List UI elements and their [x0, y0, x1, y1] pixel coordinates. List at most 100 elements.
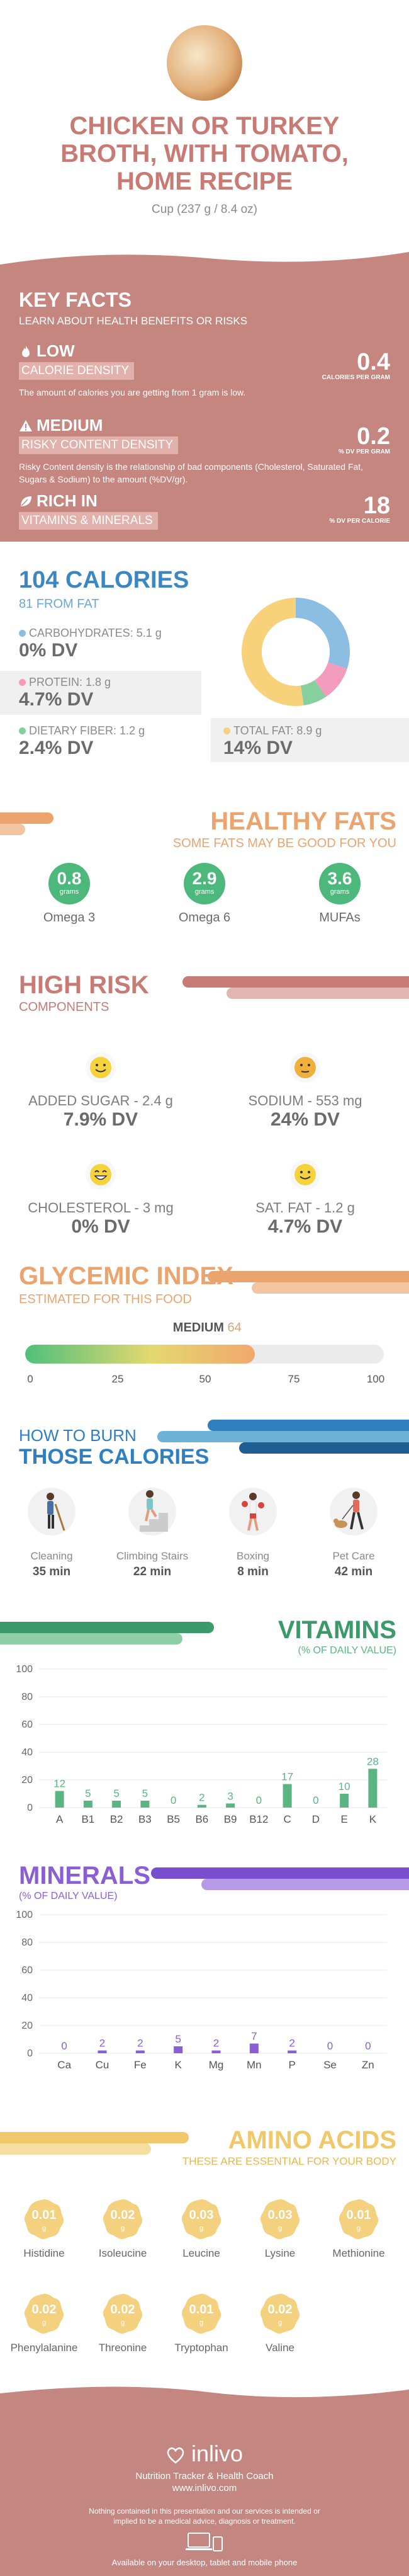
- fact-level: LOW: [36, 341, 75, 360]
- amino-acid-item: 0.01 g Histidine: [6, 2198, 82, 2260]
- header-band: [0, 2132, 189, 2143]
- glycemic-tick: 0: [27, 1373, 33, 1385]
- amino-acid-unit: g: [199, 2225, 204, 2232]
- activity-minutes: 42 min: [334, 1565, 373, 1578]
- badge-shape-icon: [260, 2199, 300, 2240]
- badge-shape-icon: [260, 2294, 300, 2334]
- category-label: B5: [167, 1813, 180, 1825]
- fact-value: 18 % DV PER CALORIE: [329, 494, 390, 525]
- key-facts-section: KEY FACTS LEARN ABOUT HEALTH BENEFITS OR…: [0, 252, 409, 542]
- category-label: Cu: [96, 2059, 109, 2071]
- burn-title-line1: HOW TO BURN: [19, 1426, 137, 1445]
- glycemic-tick: 50: [199, 1373, 211, 1385]
- amino-acids-subtitle: THESE ARE ESSENTIAL FOR YOUR BODY: [182, 2155, 396, 2167]
- vitamins-bar-chart: 02040608010012A5B15B25B30B52B63B90B1217C…: [16, 1664, 387, 1825]
- header-band: [227, 988, 409, 999]
- amino-acids-title: AMINO ACIDS: [228, 2126, 396, 2154]
- header-band: [0, 2143, 151, 2155]
- bar-value-label: 0: [313, 1794, 318, 1806]
- glycemic-level-text: MEDIUM: [172, 1321, 224, 1335]
- amino-acid-badge: 0.03 g: [180, 2198, 223, 2241]
- fact-value: 0.2 % DV PER GRAM: [339, 425, 390, 455]
- healthy-fats-subtitle: SOME FATS MAY BE GOOD FOR YOU: [172, 836, 396, 850]
- high-risk-subtitle: COMPONENTS: [19, 1000, 109, 1014]
- badge-shape-icon: [24, 2294, 64, 2334]
- bar-value-label: 3: [227, 1790, 233, 1802]
- vitamins-section: VITAMINS (% OF DAILY VALUE) 0 20 40 60 80 100…: [0, 1606, 409, 1852]
- bar: [55, 1791, 64, 1808]
- bar-value-label: 7: [251, 2031, 257, 2043]
- y-tick-label: 0: [27, 1803, 33, 1813]
- key-facts-subtitle: LEARN ABOUT HEALTH BENEFITS OR RISKS: [19, 315, 248, 327]
- fat-name: MUFAs: [319, 911, 361, 925]
- bar: [174, 2046, 183, 2053]
- brand-url[interactable]: www.inlivo.com: [172, 2483, 237, 2493]
- cleaning-person-icon: [28, 1488, 76, 1536]
- calories-section: 104 CALORIES 81 FROM FAT CARBOHYDRATES: …: [0, 542, 409, 794]
- category-label: B3: [138, 1813, 152, 1825]
- minerals-bar-chart: 0 20 40 60 80 100 0 Ca 2 Cu 2 Fe 5 K 2 Mg 7 Mn 2 P 0 Se 0 Zn: [16, 1910, 387, 2071]
- fat-omega3: 0.8 grams Omega 3: [19, 863, 120, 925]
- nutrient-dv: 0% DV: [19, 640, 78, 661]
- amino-acid-name: Tryptophan: [174, 2342, 228, 2354]
- amino-acid-value: 0.02: [110, 2208, 135, 2222]
- devices-icon: [186, 2533, 223, 2551]
- fact-risky-density: MEDIUM RISKY CONTENT DENSITY Risky Conte…: [19, 416, 390, 486]
- calorie-donut-chart: [242, 598, 350, 706]
- amino-acid-name: Lysine: [264, 2247, 296, 2259]
- category-label: B12: [249, 1813, 268, 1825]
- category-label: B9: [224, 1813, 237, 1825]
- y-tick-label: 60: [21, 1719, 33, 1730]
- y-tick-label: 40: [21, 1993, 33, 2003]
- bar-value-label: 28: [367, 1755, 379, 1767]
- amino-acid-value: 0.02: [110, 2303, 135, 2317]
- fact-value-number: 0.2: [357, 423, 390, 450]
- dog-walking-person-icon: [330, 1488, 378, 1536]
- nutrient-dv: 14% DV: [223, 738, 293, 758]
- bar: [135, 2050, 145, 2053]
- bar-value-label: 10: [339, 1781, 350, 1792]
- glycemic-value: 64: [227, 1321, 242, 1335]
- glycemic-level: MEDIUM 64: [173, 1321, 242, 1335]
- serving-size: Cup (237 g / 8.4 oz): [152, 203, 257, 216]
- header-band: [0, 812, 53, 824]
- amino-acid-unit: g: [277, 2319, 283, 2327]
- header-band: [208, 1271, 409, 1282]
- risk-cholesterol: CHOLESTEROL - 3 mg 0% DV: [6, 1159, 195, 1238]
- amino-acid-item: 0.03 g Leucine: [164, 2198, 239, 2260]
- amino-acid-value: 0.01: [189, 2303, 214, 2317]
- burn-calories-section: HOW TO BURN THOSE CALORIES Cleaning 35 m…: [0, 1405, 409, 1606]
- category-label: Ca: [57, 2059, 71, 2071]
- bar-value-label: 0: [327, 2040, 333, 2052]
- bar: [288, 2050, 297, 2053]
- nutrient-name: TOTAL FAT: 8.9 g: [233, 724, 322, 737]
- glycemic-title: GLYCEMIC INDEX: [19, 1262, 233, 1290]
- y-tick-label: 100: [16, 1910, 33, 1920]
- carbs-dot-icon: [19, 630, 26, 637]
- category-label: Mg: [209, 2059, 224, 2071]
- nutrient-dv: 4.7% DV: [19, 689, 94, 710]
- disclaimer: Nothing contained in this presentation a…: [89, 2507, 320, 2526]
- fat-value: 2.9: [192, 869, 217, 888]
- activity-cleaning: Cleaning 35 min: [4, 1486, 99, 1579]
- amino-acid-badge: 0.02 g: [259, 2293, 301, 2335]
- amino-acid-name: Phenylalanine: [10, 2342, 78, 2354]
- bar: [98, 2050, 107, 2053]
- amino-acid-name: Isoleucine: [98, 2247, 147, 2259]
- activity-name: Boxing: [237, 1550, 269, 1562]
- brand-logo[interactable]: inlivo: [0, 2400, 409, 2467]
- y-tick-label: 0: [27, 2048, 33, 2059]
- fact-description: The amount of calories you are getting f…: [19, 387, 246, 397]
- neutral-face-icon: [290, 1052, 320, 1083]
- smile-face-icon: [290, 1160, 320, 1190]
- amino-acid-name: Valine: [266, 2342, 294, 2354]
- amino-acid-value: 0.03: [189, 2208, 214, 2222]
- activity-minutes: 8 min: [237, 1565, 269, 1578]
- category-label: Fe: [134, 2059, 147, 2071]
- glycemic-tick: 75: [288, 1373, 300, 1385]
- fact-value-unit: % DV PER GRAM: [338, 448, 390, 455]
- fact-value-unit: CALORIES PER GRAM: [322, 374, 390, 381]
- amino-acid-badge: 0.02 g: [101, 2198, 144, 2241]
- activity-boxing: Boxing 8 min: [206, 1486, 300, 1579]
